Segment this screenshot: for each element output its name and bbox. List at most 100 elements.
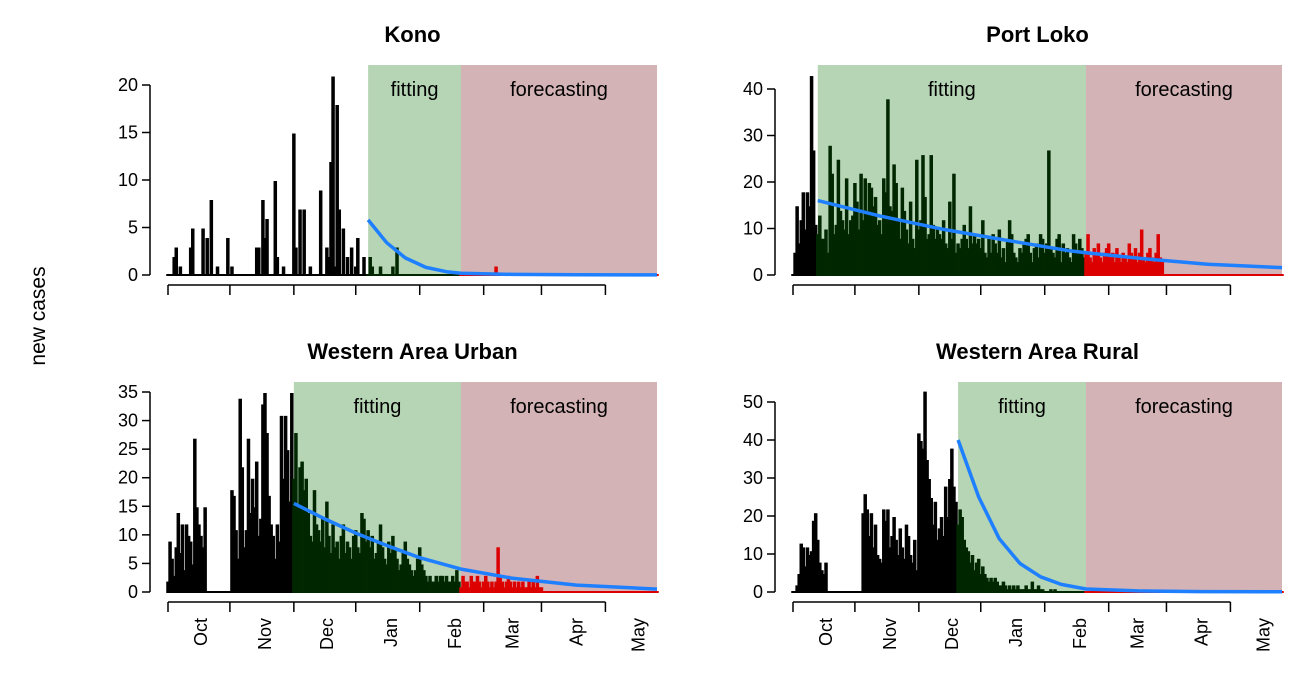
case-bar <box>166 581 170 593</box>
case-bar <box>184 524 189 593</box>
case-bar <box>572 591 577 593</box>
fit-curve <box>956 439 1283 594</box>
case-bar <box>941 220 946 276</box>
case-bar <box>182 274 187 276</box>
case-bar <box>867 536 872 593</box>
case-bar <box>382 274 387 276</box>
case-bar <box>508 581 513 593</box>
case-bar <box>455 274 459 276</box>
case-bar <box>568 591 573 593</box>
case-bar <box>910 238 915 276</box>
y-tick-label: 0 <box>128 582 138 602</box>
case-bar <box>409 570 414 593</box>
case-bar <box>954 252 958 276</box>
case-bar <box>347 274 352 276</box>
case-bar <box>1263 274 1268 276</box>
case-bar <box>211 274 216 276</box>
case-bar <box>215 591 220 593</box>
case-bar <box>616 591 620 593</box>
case-bar <box>1096 243 1101 276</box>
case-bar <box>1243 274 1247 276</box>
case-bar <box>453 274 457 276</box>
case-bar <box>1045 243 1049 276</box>
case-bar <box>799 543 804 593</box>
case-bar <box>1009 589 1014 593</box>
case-bar <box>450 575 455 593</box>
case-bar <box>413 570 418 593</box>
case-bar <box>882 509 886 593</box>
case-bar <box>655 274 659 276</box>
case-bar <box>1038 234 1043 276</box>
case-bar <box>1036 585 1041 593</box>
case-bar <box>816 234 820 276</box>
case-bar <box>613 591 618 593</box>
case-bar <box>399 274 403 276</box>
case-bar <box>180 274 185 276</box>
case-bar <box>1251 274 1255 276</box>
case-bar <box>391 535 395 593</box>
y-tick-label: 0 <box>128 265 138 285</box>
case-bar <box>900 187 905 276</box>
case-bar <box>1175 274 1179 276</box>
case-bar <box>597 591 601 593</box>
case-bar <box>347 547 352 593</box>
case-bar <box>211 591 216 593</box>
case-bar <box>471 581 476 593</box>
case-bar <box>1111 591 1115 593</box>
case-bar <box>640 591 645 593</box>
case-bar <box>1170 274 1175 276</box>
case-bar <box>956 243 960 276</box>
case-bar <box>170 558 174 593</box>
case-bar <box>1135 262 1140 276</box>
forecasting-label: forecasting <box>510 396 608 418</box>
case-bar <box>1220 274 1224 276</box>
case-bar <box>417 274 422 276</box>
case-bar <box>1234 274 1239 276</box>
case-bar <box>877 558 882 593</box>
case-bar <box>226 591 230 593</box>
case-bar <box>921 448 925 593</box>
case-bar <box>488 587 492 593</box>
y-axis: 0 10 20 30 40 50 <box>743 392 776 602</box>
case-bar <box>649 591 653 593</box>
case-bar <box>203 507 207 593</box>
case-bar <box>290 274 294 276</box>
case-bar <box>607 591 612 593</box>
case-bar <box>1261 274 1266 276</box>
case-bar <box>564 591 568 593</box>
case-bar <box>1191 274 1196 276</box>
case-bar <box>1104 591 1109 593</box>
case-bar <box>820 570 824 593</box>
case-bar <box>267 495 271 593</box>
x-tick-label: Dec <box>942 618 962 650</box>
case-bar <box>855 591 859 593</box>
case-bar <box>875 224 880 276</box>
case-bar <box>1024 238 1028 276</box>
case-bar <box>987 581 991 593</box>
case-bar <box>512 581 517 593</box>
case-bar <box>411 274 416 276</box>
case-bar <box>234 530 238 593</box>
case-bar <box>859 591 863 593</box>
case-bar <box>1026 234 1030 276</box>
case-bar <box>257 247 261 276</box>
case-bar <box>496 547 500 593</box>
case-bar <box>397 274 401 276</box>
case-bar <box>1032 248 1037 276</box>
case-bar <box>188 247 193 276</box>
case-bar <box>979 574 983 593</box>
case-bar <box>1098 257 1103 276</box>
case-bar <box>1111 252 1115 276</box>
case-bar <box>655 591 659 593</box>
case-bar <box>1210 274 1214 276</box>
case-bar <box>1026 589 1030 593</box>
case-bar <box>1123 257 1127 276</box>
case-bar <box>558 591 562 593</box>
case-bar <box>556 591 560 593</box>
case-bar <box>1088 257 1092 276</box>
case-bar <box>927 234 931 276</box>
case-bar <box>197 274 201 276</box>
case-bar <box>1036 257 1041 276</box>
case-bar <box>238 274 242 276</box>
x-tick-label: Jan <box>1006 618 1026 647</box>
